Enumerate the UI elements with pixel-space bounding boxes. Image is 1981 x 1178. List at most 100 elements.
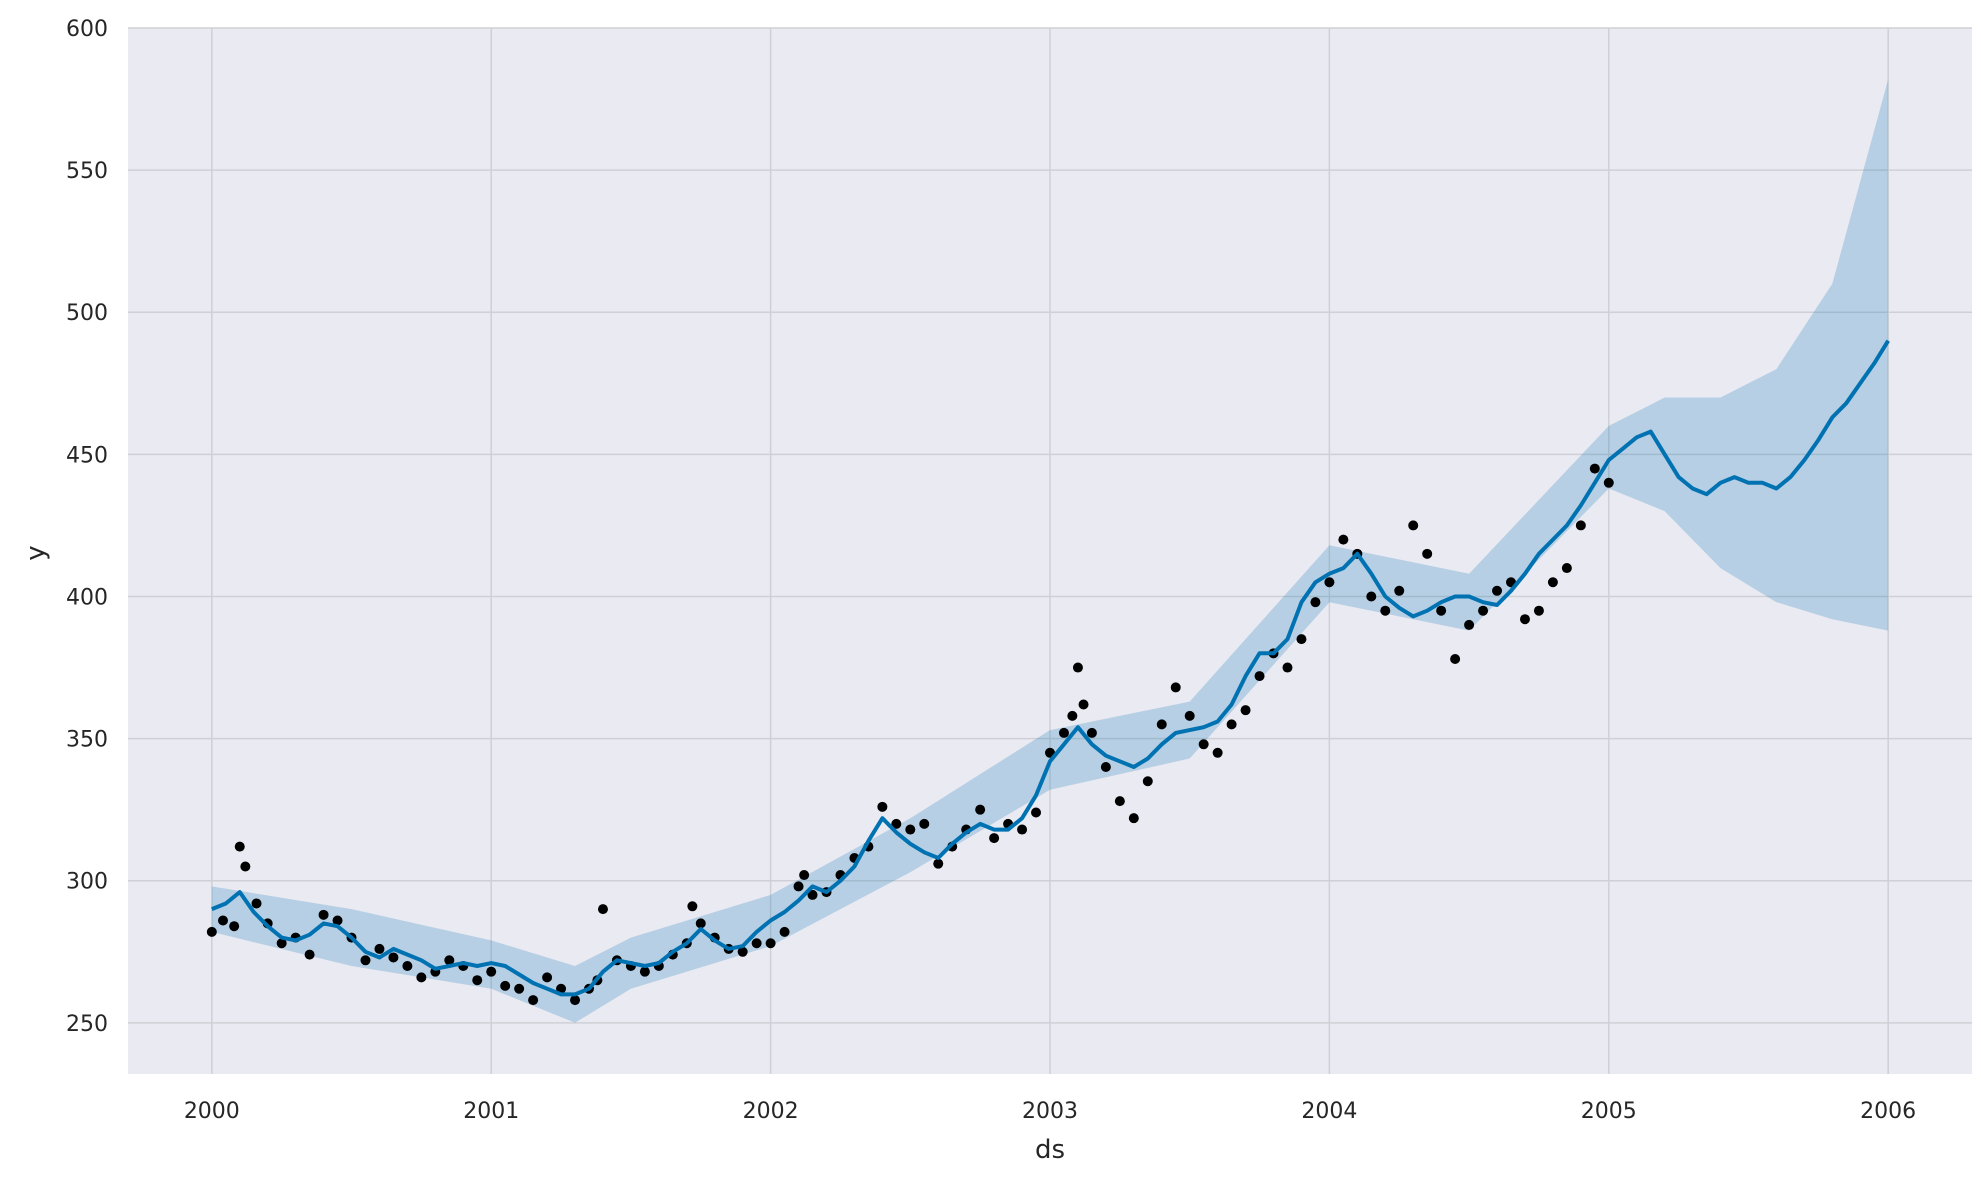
data-point — [695, 918, 706, 929]
data-point — [229, 921, 240, 932]
data-point — [318, 909, 329, 920]
data-point — [360, 955, 371, 966]
data-point — [1114, 796, 1125, 807]
data-point — [779, 926, 790, 937]
data-point — [1240, 705, 1251, 716]
y-tick-label: 600 — [66, 17, 108, 42]
data-point — [1380, 605, 1391, 616]
data-point — [1128, 813, 1139, 824]
data-point — [807, 889, 818, 900]
data-point — [1282, 662, 1293, 673]
y-tick-label: 500 — [66, 301, 108, 326]
data-point — [416, 972, 427, 983]
data-point — [1464, 619, 1475, 630]
data-point — [1198, 739, 1209, 750]
data-point — [639, 966, 650, 977]
y-tick-label: 300 — [66, 870, 108, 895]
data-point — [1058, 727, 1069, 738]
band-area — [211, 79, 1889, 1023]
x-tick-label: 2004 — [1301, 1099, 1357, 1124]
data-point — [1478, 605, 1489, 616]
x-tick-label: 2000 — [184, 1099, 240, 1124]
y-tick-label: 400 — [66, 585, 108, 610]
data-point — [1338, 534, 1349, 545]
data-point — [1450, 654, 1461, 665]
data-point — [1436, 605, 1447, 616]
data-point — [919, 818, 930, 829]
uncertainty-band — [211, 79, 1889, 1023]
forecast-line — [211, 339, 1890, 997]
data-point — [1408, 520, 1419, 531]
data-point — [799, 870, 810, 881]
data-point — [1603, 477, 1614, 488]
x-tick-label: 2001 — [463, 1099, 519, 1124]
data-point — [251, 898, 262, 909]
data-point — [1324, 577, 1335, 588]
data-point — [1561, 563, 1572, 574]
data-point — [737, 946, 748, 957]
data-point — [1226, 719, 1237, 730]
y-tick-label: 250 — [66, 1012, 108, 1037]
data-point — [1100, 762, 1111, 773]
data-point — [891, 818, 902, 829]
x-tick-label: 2005 — [1581, 1099, 1637, 1124]
data-point — [1575, 520, 1586, 531]
data-point — [751, 938, 762, 949]
data-point — [1184, 710, 1195, 721]
data-point — [486, 966, 497, 977]
data-point — [877, 801, 888, 812]
data-point — [374, 943, 385, 954]
data-point — [933, 858, 944, 869]
data-point — [276, 938, 287, 949]
data-point — [765, 938, 776, 949]
data-point — [1156, 719, 1167, 730]
y-tick-label: 350 — [66, 728, 108, 753]
data-point — [514, 983, 525, 994]
data-point — [402, 960, 413, 971]
data-point — [597, 904, 608, 915]
y-tick-label: 450 — [66, 443, 108, 468]
data-point — [1067, 710, 1078, 721]
data-point — [1394, 585, 1405, 596]
x-tick-label: 2002 — [743, 1099, 799, 1124]
data-point — [1422, 548, 1433, 559]
data-point — [1310, 597, 1321, 608]
data-point — [793, 881, 804, 892]
data-point — [217, 915, 228, 926]
data-point — [687, 901, 698, 912]
data-point — [1519, 614, 1530, 625]
data-point — [1533, 605, 1544, 616]
data-point — [975, 804, 986, 815]
data-point — [542, 972, 553, 983]
data-point — [206, 926, 217, 937]
data-point — [570, 995, 581, 1006]
forecast-path — [211, 339, 1890, 997]
data-point — [1296, 634, 1307, 645]
y-tick-label: 550 — [66, 159, 108, 184]
data-point — [1212, 747, 1223, 758]
data-point — [1170, 682, 1181, 693]
data-point — [1589, 463, 1600, 474]
data-point — [1017, 824, 1028, 835]
data-point — [1086, 727, 1097, 738]
y-axis-label: y — [21, 545, 51, 560]
data-point — [528, 995, 539, 1006]
data-point — [234, 841, 245, 852]
data-point — [444, 955, 455, 966]
x-tick-label: 2006 — [1860, 1099, 1916, 1124]
y-axis-ticks: 250 300 350 400 450 500 550 600 — [66, 17, 108, 1037]
data-point — [388, 952, 399, 963]
grid — [128, 27, 1972, 1074]
data-point — [1492, 585, 1503, 596]
data-point — [1078, 699, 1089, 710]
x-axis-ticks: 2000 2001 2002 2003 2004 2005 2006 — [184, 1099, 1916, 1124]
data-point — [472, 975, 483, 986]
data-point — [1254, 671, 1265, 682]
x-axis-label: ds — [1035, 1135, 1065, 1165]
data-point — [304, 949, 315, 960]
data-point — [989, 833, 1000, 844]
x-tick-label: 2003 — [1022, 1099, 1078, 1124]
data-point — [1142, 776, 1153, 787]
data-point — [1547, 577, 1558, 588]
